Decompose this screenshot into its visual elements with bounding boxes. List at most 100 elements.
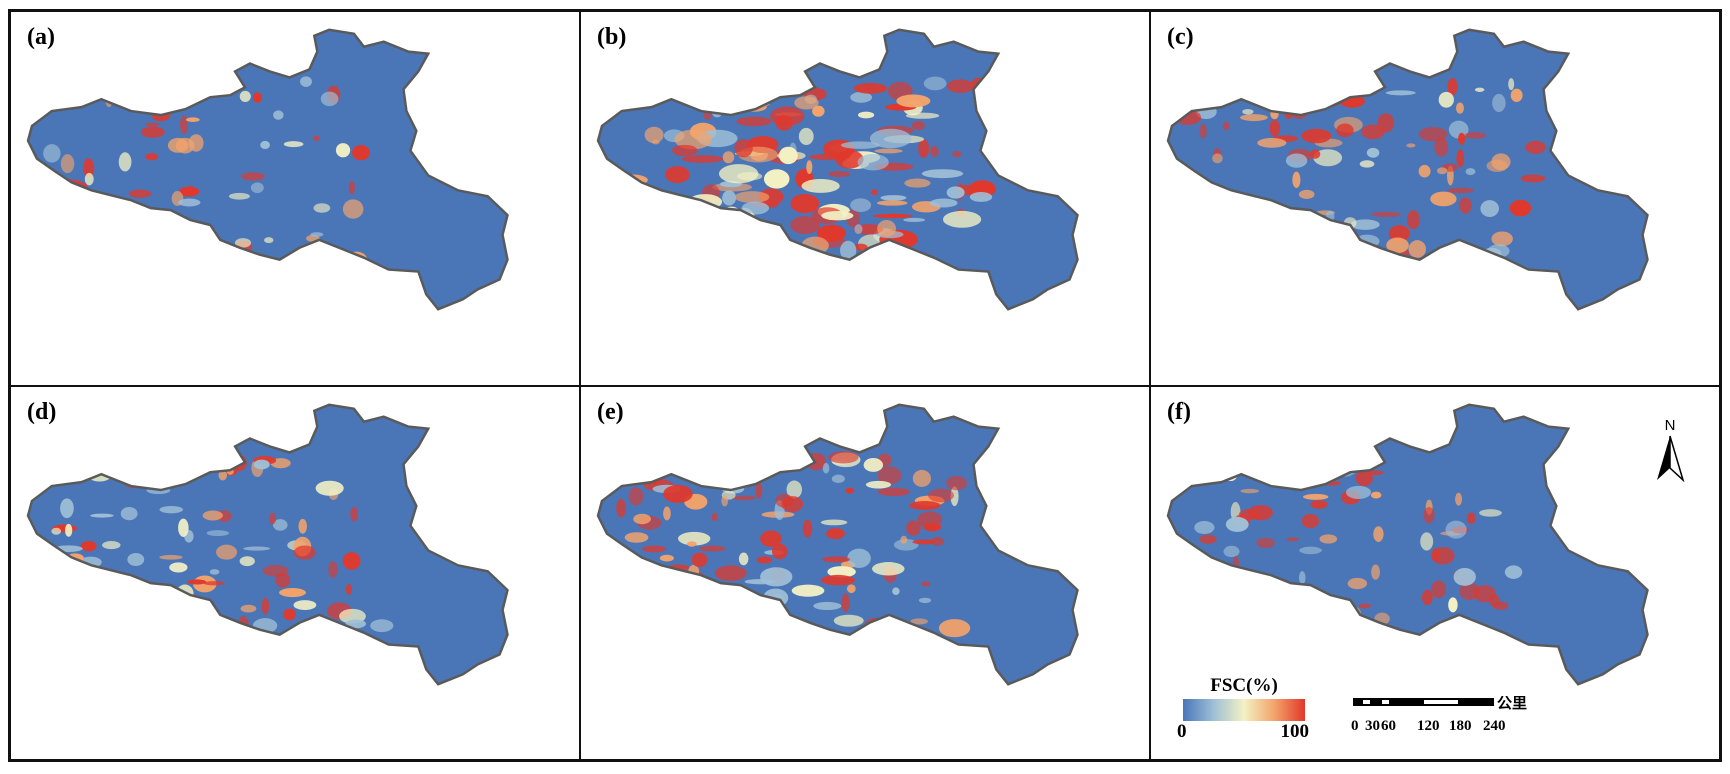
snow-patch bbox=[293, 545, 316, 560]
map-a bbox=[26, 28, 509, 311]
snow-patch bbox=[690, 213, 727, 220]
snow-patch bbox=[703, 242, 722, 255]
snow-patch bbox=[855, 633, 867, 640]
snow-patch bbox=[713, 635, 734, 653]
snow-patch bbox=[279, 587, 306, 597]
fsc-legend: FSC(%) 0 100 bbox=[1177, 675, 1309, 743]
snow-patch bbox=[159, 554, 183, 560]
snow-patch bbox=[843, 635, 855, 645]
panel-label-f: (f) bbox=[1167, 398, 1191, 425]
scale-unit: 公里 bbox=[1497, 696, 1527, 712]
panel-label-c: (c) bbox=[1167, 24, 1194, 50]
snow-patch bbox=[1370, 491, 1382, 499]
snow-patch bbox=[911, 120, 925, 131]
snow-patch bbox=[140, 460, 163, 469]
snow-patch bbox=[946, 79, 974, 94]
snow-patch bbox=[863, 457, 884, 472]
snow-patch bbox=[647, 451, 665, 472]
snow-patch bbox=[912, 538, 937, 544]
snow-patch bbox=[624, 531, 649, 543]
snow-patch bbox=[300, 76, 312, 87]
snow-patch bbox=[1245, 585, 1255, 593]
snow-patch bbox=[100, 571, 113, 591]
snow-patch bbox=[734, 191, 770, 204]
snow-patch bbox=[822, 555, 851, 563]
snow-patch bbox=[1509, 199, 1532, 217]
snow-patch bbox=[1455, 492, 1463, 506]
snow-patch bbox=[78, 77, 91, 86]
snow-patch bbox=[179, 83, 203, 95]
snow-patch bbox=[669, 248, 686, 262]
snow-patch bbox=[1386, 237, 1409, 254]
snow-patch bbox=[684, 72, 716, 91]
snow-patch bbox=[670, 84, 690, 98]
snow-patch bbox=[252, 92, 263, 103]
basin-boundary bbox=[596, 403, 1079, 686]
snow-patch bbox=[695, 202, 710, 214]
snow-patch bbox=[1240, 238, 1264, 256]
snow-patch bbox=[1351, 627, 1366, 632]
snow-patch bbox=[983, 109, 1014, 128]
snow-patch bbox=[1510, 88, 1523, 102]
snow-patch bbox=[1256, 537, 1275, 548]
snow-patch bbox=[187, 578, 207, 585]
snow-patch bbox=[739, 258, 750, 275]
map-panel-b: (b) bbox=[580, 11, 1150, 386]
snow-patch bbox=[1359, 160, 1375, 168]
snow-patch bbox=[628, 486, 644, 505]
snow-patch bbox=[1491, 231, 1513, 247]
snow-patch bbox=[345, 619, 367, 628]
map-panel-d: (d) bbox=[10, 385, 580, 760]
north-label: N bbox=[1664, 416, 1676, 434]
scale-tick-240: 240 bbox=[1483, 718, 1506, 734]
snow-patch bbox=[857, 111, 875, 119]
figure-grid: (a) (b) (c) (d) (e) (f) N bbox=[8, 9, 1722, 762]
snow-patch bbox=[1456, 149, 1465, 168]
snow-patch bbox=[1191, 240, 1217, 247]
snow-patch bbox=[1261, 78, 1284, 90]
snow-patch bbox=[706, 607, 718, 616]
snow-patch bbox=[1222, 585, 1240, 601]
snow-patch bbox=[1336, 123, 1354, 138]
snow-patch bbox=[841, 592, 850, 612]
snow-patch bbox=[1418, 164, 1431, 178]
snow-patch bbox=[769, 252, 782, 269]
snow-patch bbox=[1212, 153, 1223, 164]
scale-tick-180: 180 bbox=[1449, 718, 1472, 734]
snow-patch bbox=[718, 164, 759, 184]
snow-patch bbox=[1309, 149, 1321, 159]
snow-patch bbox=[314, 245, 335, 255]
snow-patch bbox=[1459, 197, 1472, 214]
snow-patch bbox=[262, 564, 289, 577]
panel-label-a: (a) bbox=[27, 24, 55, 50]
snow-patch bbox=[169, 561, 188, 572]
snow-patch bbox=[921, 169, 964, 179]
snow-patch bbox=[345, 583, 353, 595]
snow-patch bbox=[51, 455, 61, 473]
snow-patch bbox=[710, 470, 744, 483]
snow-patch bbox=[716, 599, 744, 613]
snow-patch bbox=[179, 115, 189, 135]
snow-patch bbox=[178, 198, 201, 207]
snow-patch bbox=[115, 457, 130, 475]
snow-patch bbox=[272, 518, 288, 531]
snow-patch bbox=[135, 217, 157, 225]
scale-tick-30: 30 bbox=[1365, 718, 1380, 734]
snow-patch bbox=[1313, 625, 1335, 633]
snow-patch bbox=[347, 256, 362, 273]
snow-patch bbox=[1520, 174, 1546, 183]
snow-patch bbox=[628, 614, 652, 623]
map-d bbox=[26, 403, 509, 686]
snow-patch bbox=[113, 451, 129, 467]
snow-patch bbox=[335, 143, 351, 158]
snow-patch bbox=[690, 453, 718, 462]
snow-patch bbox=[202, 510, 223, 520]
snow-patch bbox=[714, 564, 747, 581]
snow-patch bbox=[198, 452, 207, 468]
snow-patch bbox=[48, 207, 70, 226]
snow-patch bbox=[929, 198, 958, 208]
snow-patch bbox=[909, 500, 941, 510]
snow-patch bbox=[731, 495, 757, 500]
snow-patch bbox=[1480, 200, 1499, 217]
snow-patch bbox=[128, 189, 152, 198]
